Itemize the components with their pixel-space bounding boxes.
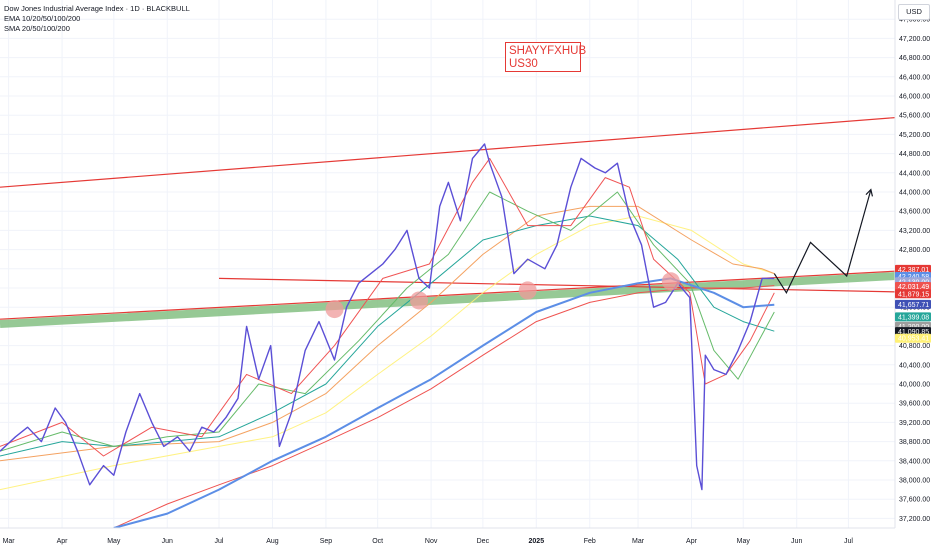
series-lines — [0, 143, 775, 529]
x-tick-label: May — [737, 538, 751, 545]
series-sma100 — [0, 215, 775, 491]
y-tick-label: 42,800.00 — [899, 247, 930, 254]
x-tick-label: 2025 — [529, 538, 545, 545]
price-tag — [895, 289, 931, 299]
projection-arrow-head — [865, 188, 874, 197]
y-tick-label: 40,800.00 — [899, 343, 930, 350]
x-tick-label: Oct — [372, 538, 383, 545]
watermark-line1: SHAYYFXHUB — [509, 45, 587, 57]
y-tick-label: 38,000.00 — [899, 478, 930, 485]
price-tag — [895, 312, 931, 322]
price-tag — [895, 299, 931, 309]
x-tick-label: Jun — [791, 538, 802, 545]
y-tick-label: 47,600.00 — [899, 17, 930, 24]
y-tick-label: 39,200.00 — [899, 420, 930, 427]
price-tags: 42,387.0142,240.5842,130.0042,031.4941,8… — [895, 264, 931, 343]
y-tick-label: 43,200.00 — [899, 228, 930, 235]
support-band — [0, 272, 896, 328]
price-tag-label: 42,387.01 — [898, 267, 929, 274]
y-tick-label: 44,400.00 — [899, 170, 930, 177]
price-tag-label: 41,399.08 — [898, 314, 929, 321]
y-tick-label: 44,800.00 — [899, 151, 930, 158]
projection-line — [773, 189, 872, 295]
watermark-box: SHAYYFXHUB US30 — [505, 42, 587, 72]
series-ema50 — [0, 215, 775, 457]
x-tick-label: Dec — [477, 538, 490, 545]
plot-background — [0, 0, 895, 528]
x-tick-label: Mar — [3, 538, 16, 545]
trendline-lower_trendline — [0, 270, 896, 320]
y-tick-label: 37,600.00 — [899, 497, 930, 504]
trendline-upper_channel — [0, 117, 896, 188]
legend-title: Dow Jones Industrial Average Index · 1D … — [4, 4, 190, 13]
watermark-line2: US30 — [509, 58, 538, 70]
support-band-line — [0, 272, 896, 328]
series-ema10 — [0, 157, 775, 457]
x-tick-label: Nov — [425, 538, 438, 545]
touch-point-marker — [410, 291, 429, 310]
x-tick-label: Apr — [686, 538, 698, 545]
price-tag — [895, 333, 931, 343]
price-tag — [895, 264, 931, 274]
y-tick-label: 47,200.00 — [899, 36, 930, 43]
y-tick-label: 46,400.00 — [899, 74, 930, 81]
touch-point-marker — [325, 300, 344, 319]
price-tag-label: 41,090.85 — [898, 329, 929, 336]
price-tag-label: 41,657.71 — [898, 302, 929, 309]
touch-markers — [325, 272, 680, 319]
series-sma50 — [0, 205, 775, 462]
legend-ema[interactable]: EMA 10/20/50/100/200 — [4, 14, 81, 23]
projection-path — [773, 188, 874, 295]
y-tick-label: 46,800.00 — [899, 55, 930, 62]
y-tick-label: 45,200.00 — [899, 132, 930, 139]
x-tick-label: Sep — [320, 538, 333, 545]
x-tick-label: Jun — [162, 538, 173, 545]
chart-legend: Dow Jones Industrial Average Index · 1D … — [4, 4, 190, 34]
x-tick-label: Apr — [57, 538, 69, 545]
y-tick-label: 44,000.00 — [899, 190, 930, 197]
series-ema20 — [0, 191, 775, 452]
x-tick-label: May — [107, 538, 121, 545]
touch-point-marker — [661, 272, 680, 291]
y-tick-label: 43,600.00 — [899, 209, 930, 216]
price-tag-label: 40,953.41 — [898, 336, 929, 343]
y-tick-label: 37,200.00 — [899, 516, 930, 523]
currency-selector[interactable]: USD — [898, 4, 930, 20]
price-tag — [895, 281, 931, 291]
y-tick-label: 38,800.00 — [899, 439, 930, 446]
series-price — [0, 143, 775, 491]
series-ema200 — [113, 277, 775, 529]
price-tag-label: 41,879.15 — [898, 291, 929, 298]
y-tick-label: 46,000.00 — [899, 94, 930, 101]
x-tick-label: Aug — [266, 538, 279, 545]
y-tick-label: 40,400.00 — [899, 362, 930, 369]
chart-grid — [0, 0, 895, 528]
legend-sma[interactable]: SMA 20/50/100/200 — [4, 24, 70, 33]
touch-point-marker — [518, 281, 537, 300]
x-tick-label: Mar — [632, 538, 645, 545]
y-tick-label: 39,600.00 — [899, 401, 930, 408]
y-tick-label: 38,400.00 — [899, 458, 930, 465]
trendlines — [0, 117, 896, 320]
y-tick-label: 45,600.00 — [899, 113, 930, 120]
trendline-horizontal_resistance — [218, 277, 896, 293]
x-tick-label: Jul — [215, 538, 224, 545]
x-tick-label: Jul — [844, 538, 853, 545]
time-axis-background — [0, 528, 932, 550]
y-tick-label: 40,000.00 — [899, 382, 930, 389]
price-tag-label: 42,031.49 — [898, 284, 929, 291]
x-tick-label: Feb — [584, 538, 596, 545]
